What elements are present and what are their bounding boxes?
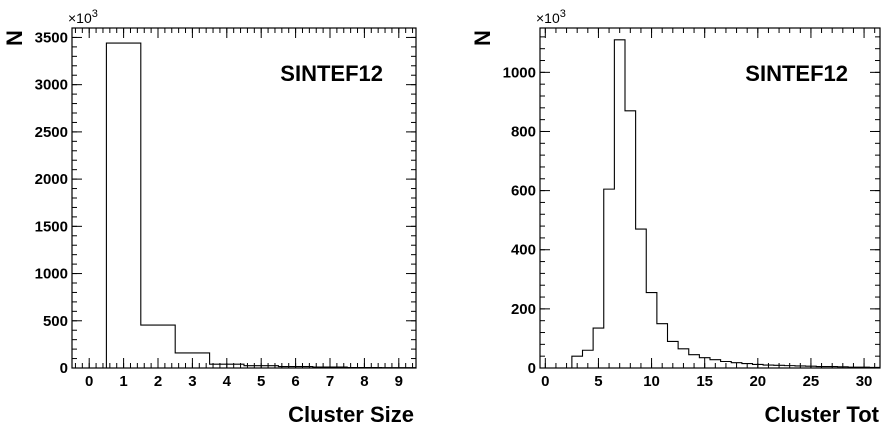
y-tick-label: 2000 bbox=[35, 171, 68, 188]
x-tick-label: 5 bbox=[257, 373, 265, 390]
y-tick-label: 500 bbox=[43, 313, 68, 330]
x-tick-label: 0 bbox=[541, 373, 549, 390]
y-multiplier-exponent: 3 bbox=[92, 8, 98, 20]
inset-annotation: SINTEF12 bbox=[745, 61, 848, 86]
x-tick-label: 2 bbox=[154, 373, 162, 390]
y-multiplier: ×103 bbox=[536, 8, 566, 26]
y-multiplier-base: ×10 bbox=[536, 10, 560, 26]
y-axis-label: N bbox=[2, 30, 27, 46]
x-tick-label: 20 bbox=[749, 373, 766, 390]
y-tick-label: 600 bbox=[511, 183, 536, 200]
histogram-bin bbox=[604, 189, 615, 368]
y-tick-label: 0 bbox=[60, 360, 68, 377]
histogram-outline bbox=[540, 39, 880, 369]
histogram-panel-1: 0 1 2 3 4 5 6 7 8 9 0 500 1000 1500 2000 2500 3000 3500×1… bbox=[2, 8, 417, 427]
y-tick-label: 3000 bbox=[35, 77, 68, 94]
x-tick-label: 25 bbox=[803, 373, 820, 390]
histogram-bin bbox=[106, 43, 140, 368]
y-tick-label: 200 bbox=[511, 301, 536, 318]
y-tick-label: 3500 bbox=[35, 29, 68, 46]
x-tick-label: 0 bbox=[85, 373, 93, 390]
histogram-bin bbox=[636, 229, 647, 368]
x-tick-label: 8 bbox=[360, 373, 368, 390]
y-tick-label: 1000 bbox=[35, 266, 68, 283]
x-tick-label: 4 bbox=[223, 373, 232, 390]
y-multiplier-exponent: 3 bbox=[560, 8, 566, 20]
x-tick-label: 30 bbox=[856, 373, 873, 390]
y-axis-label: N bbox=[470, 30, 495, 46]
histogram-bin bbox=[614, 40, 625, 368]
x-tick-label: 6 bbox=[291, 373, 299, 390]
y-multiplier-base: ×10 bbox=[68, 10, 92, 26]
x-axis-label: Cluster Tot bbox=[765, 402, 880, 427]
x-tick-label: 1 bbox=[119, 373, 127, 390]
x-axis-label: Cluster Size bbox=[288, 402, 414, 427]
y-tick-label: 0 bbox=[528, 360, 536, 377]
y-tick-label: 800 bbox=[511, 123, 536, 140]
y-tick-label: 1000 bbox=[503, 64, 536, 81]
y-tick-label: 1500 bbox=[35, 218, 68, 235]
x-tick-label: 15 bbox=[696, 373, 713, 390]
histogram-panel-2: 0 5 10 15 20 25 30 0 200 400 600 800 1000 ×103 N Cluste… bbox=[470, 8, 881, 427]
histogram-bin bbox=[657, 324, 668, 368]
x-tick-label: 5 bbox=[594, 373, 602, 390]
y-multiplier: ×103 bbox=[68, 8, 98, 26]
x-tick-label: 10 bbox=[643, 373, 660, 390]
y-tick-label: 400 bbox=[511, 242, 536, 259]
histogram-bin bbox=[625, 111, 636, 368]
x-tick-label: 9 bbox=[395, 373, 403, 390]
y-tick-label: 2500 bbox=[35, 124, 68, 141]
plot-frame bbox=[539, 27, 881, 369]
x-tick-label: 7 bbox=[326, 373, 334, 390]
inset-annotation: SINTEF12 bbox=[280, 61, 383, 86]
histogram-bin bbox=[646, 293, 657, 368]
histogram-outline bbox=[72, 42, 416, 369]
x-tick-label: 3 bbox=[188, 373, 196, 390]
